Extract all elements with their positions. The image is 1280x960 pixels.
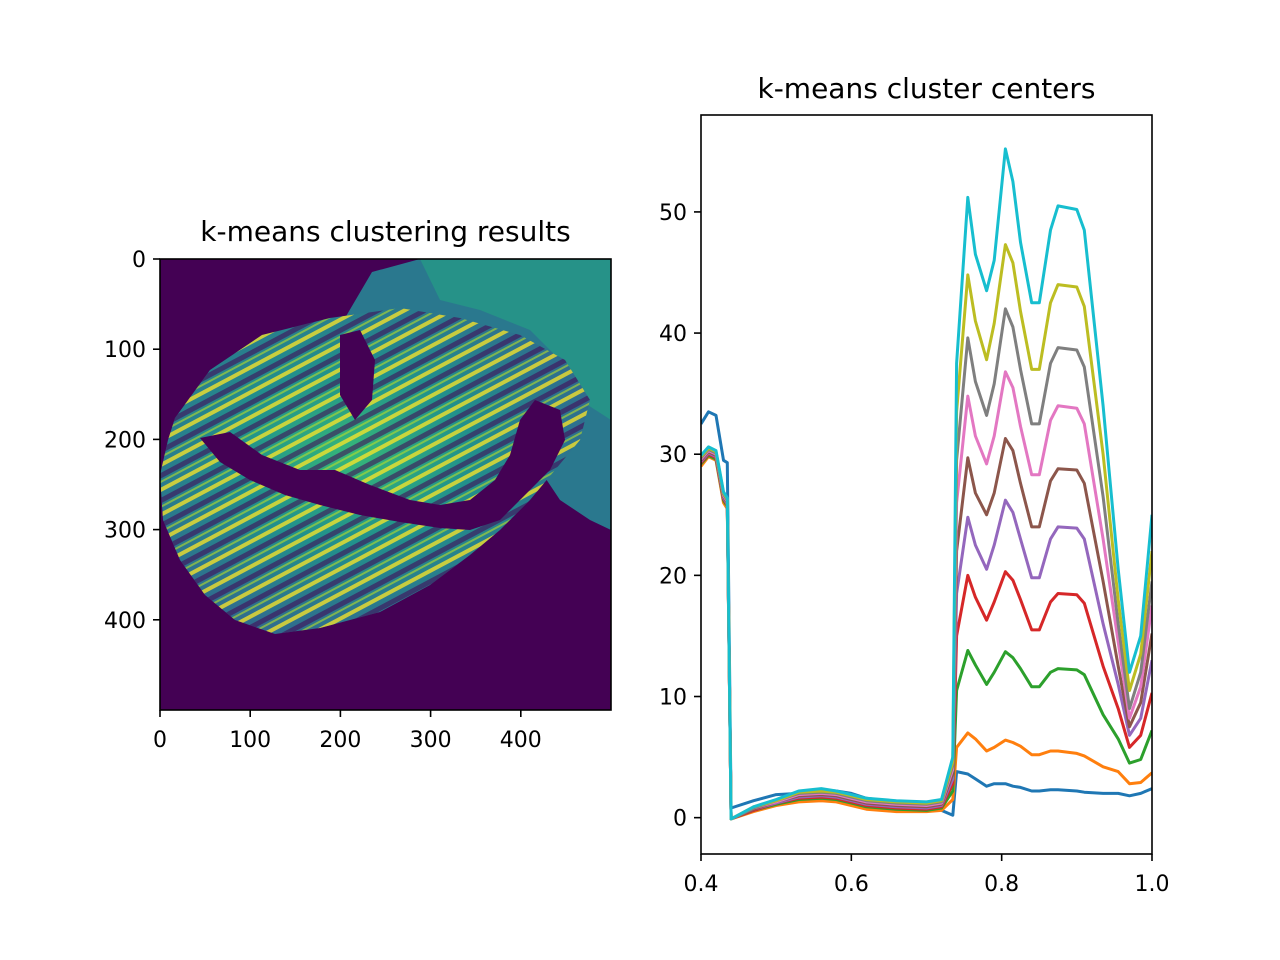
heatmap-xtick-label: 300 xyxy=(410,728,452,753)
cluster-center-line-8 xyxy=(701,243,1152,821)
cluster-center-line-0 xyxy=(701,410,1152,817)
heatmap-harbour-inner xyxy=(340,330,375,420)
cluster-center-line-1 xyxy=(701,455,1152,821)
line-xtick-label: 0.6 xyxy=(834,872,869,897)
heatmap-ytick-label: 200 xyxy=(104,428,146,453)
line-ytick-label: 10 xyxy=(659,686,687,711)
line-series-group xyxy=(701,147,1152,821)
cluster-center-line-5 xyxy=(701,437,1152,821)
heatmap-image xyxy=(160,259,611,710)
heatmap-xtick-label: 0 xyxy=(153,728,167,753)
line-xtick-label: 0.8 xyxy=(984,872,1019,897)
line-ytick-label: 50 xyxy=(659,201,687,226)
heatmap-panel: k-means clustering results 0 100 200 300 400… xyxy=(104,215,612,753)
line-panel: k-means cluster centers 0.4 0.6 0.8 1.0 0 10 2… xyxy=(659,72,1170,897)
line-chart-title: k-means cluster centers xyxy=(757,72,1095,105)
cluster-center-line-4 xyxy=(701,451,1152,821)
heatmap-xtick-label: 200 xyxy=(319,728,361,753)
cluster-center-line-6 xyxy=(701,370,1152,821)
heatmap-harbour xyxy=(200,400,565,530)
heatmap-ytick-label: 100 xyxy=(104,338,146,363)
heatmap-ytick-label: 400 xyxy=(104,609,146,634)
cluster-center-line-7 xyxy=(701,307,1152,821)
heatmap-ytick-label: 0 xyxy=(132,248,146,273)
heatmap-xtick-label: 400 xyxy=(500,728,542,753)
heatmap-title: k-means clustering results xyxy=(200,215,570,248)
heatmap-axes: 0 100 200 300 400 0 100 200 300 400 xyxy=(104,248,542,753)
line-ytick-label: 20 xyxy=(659,564,687,589)
cluster-center-line-3 xyxy=(701,452,1152,821)
heatmap-ytick-label: 300 xyxy=(104,519,146,544)
heatmap-ridge-texture xyxy=(160,308,590,634)
cluster-center-line-2 xyxy=(701,453,1152,821)
line-xtick-label: 0.4 xyxy=(684,872,719,897)
line-ytick-label: 40 xyxy=(659,322,687,347)
line-chart-frame xyxy=(700,114,1153,855)
heatmap-frame xyxy=(159,258,612,711)
line-ytick-label: 0 xyxy=(673,807,687,832)
line-xtick-label: 1.0 xyxy=(1135,872,1170,897)
line-ytick-label: 30 xyxy=(659,443,687,468)
heatmap-xtick-label: 100 xyxy=(229,728,271,753)
heatmap-coastal-texture xyxy=(420,259,611,420)
cluster-center-line-9 xyxy=(701,147,1152,821)
line-chart-axes: 0.4 0.6 0.8 1.0 0 10 20 30 40 50 xyxy=(659,201,1170,897)
